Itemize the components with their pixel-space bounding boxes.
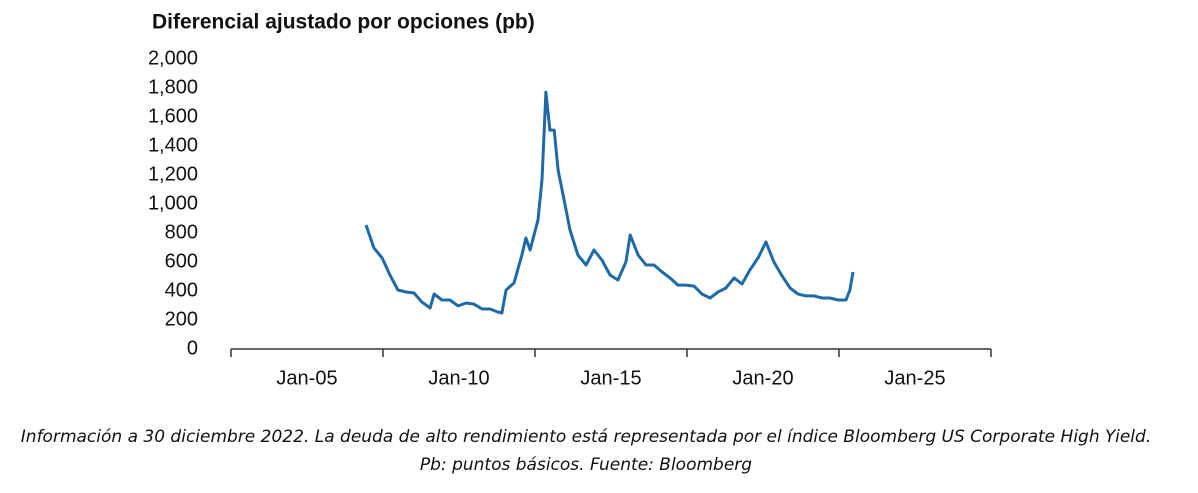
y-tick-label: 2,000: [148, 47, 198, 69]
line: [364, 90, 855, 315]
y-tick-label: 600: [165, 250, 198, 272]
y-tick-label: 1,600: [148, 105, 198, 127]
y-tick-label: 200: [165, 308, 198, 330]
y-tick-label: 0: [187, 337, 198, 359]
caption: Pb: puntos básicos. Fuente: Bloomberg: [420, 455, 752, 475]
y-tick-label: 1,400: [148, 134, 198, 156]
y-tick-label: 1,800: [148, 76, 198, 98]
x-tick-label: Jan-20: [732, 367, 793, 389]
chart-title: Diferencial ajustado por opciones (pb): [152, 11, 535, 34]
x-tick-label: Jan-05: [276, 367, 337, 389]
x-tick-label: Jan-10: [428, 367, 489, 389]
y-tick-label: 400: [165, 279, 198, 301]
y-tick-label: 1,200: [148, 163, 198, 185]
y-tick-label: 800: [165, 221, 198, 243]
x-tick-label: Jan-15: [580, 367, 641, 389]
y-tick-label: 1,000: [148, 192, 198, 214]
x-tick-label: Jan-25: [884, 367, 945, 389]
caption: Información a 30 diciembre 2022. La deud…: [21, 427, 1151, 447]
